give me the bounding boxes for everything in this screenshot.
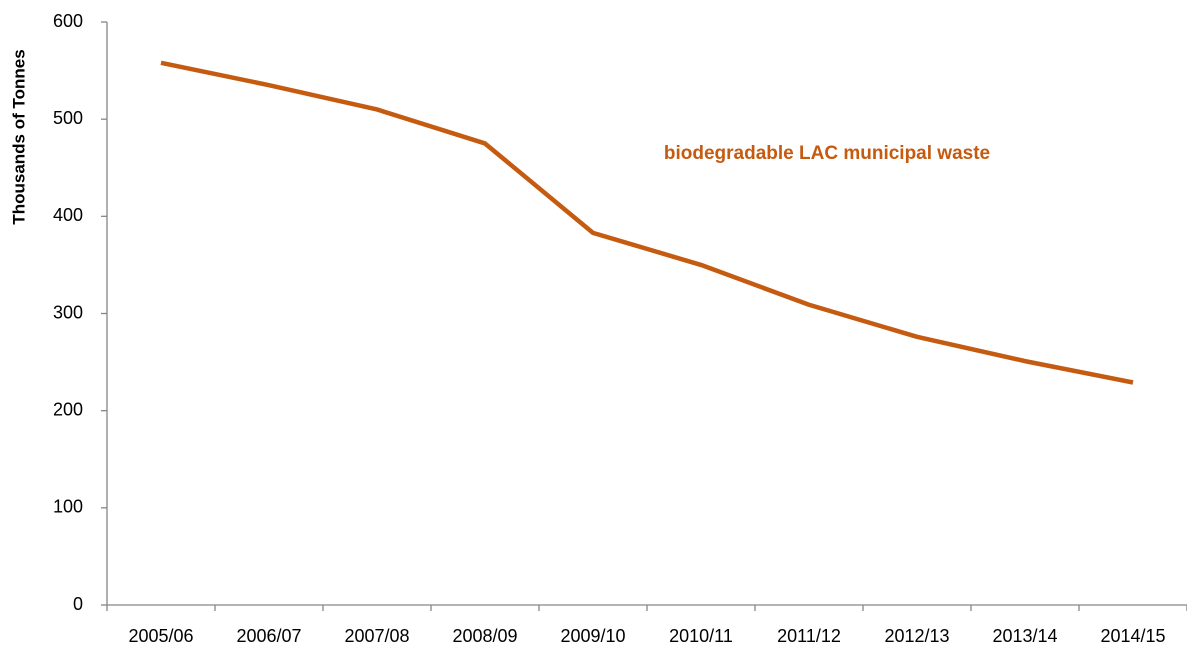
- y-tick-label: 0: [73, 594, 83, 614]
- x-tick-label: 2007/08: [344, 626, 409, 646]
- y-tick-label: 400: [53, 205, 83, 225]
- y-tick-label: 300: [53, 302, 83, 322]
- x-tick-label: 2014/15: [1100, 626, 1165, 646]
- x-tick-label: 2012/13: [884, 626, 949, 646]
- y-tick-label: 200: [53, 399, 83, 419]
- y-tick-label: 100: [53, 497, 83, 517]
- series-line: [160, 60, 1134, 385]
- x-tick-label: 2005/06: [128, 626, 193, 646]
- x-tick-label: 2011/12: [777, 626, 841, 646]
- y-axis-label: Thousands of Tonnes: [9, 49, 28, 224]
- x-tick-label: 2009/10: [560, 626, 625, 646]
- x-tick-label: 2013/14: [992, 626, 1057, 646]
- x-tick-label: 2010/11: [669, 626, 733, 646]
- y-tick-label: 600: [53, 11, 83, 31]
- x-tick-label: 2008/09: [452, 626, 517, 646]
- x-tick-label: 2006/07: [236, 626, 301, 646]
- y-tick-label: 500: [53, 108, 83, 128]
- series-label: biodegradable LAC municipal waste: [664, 143, 990, 164]
